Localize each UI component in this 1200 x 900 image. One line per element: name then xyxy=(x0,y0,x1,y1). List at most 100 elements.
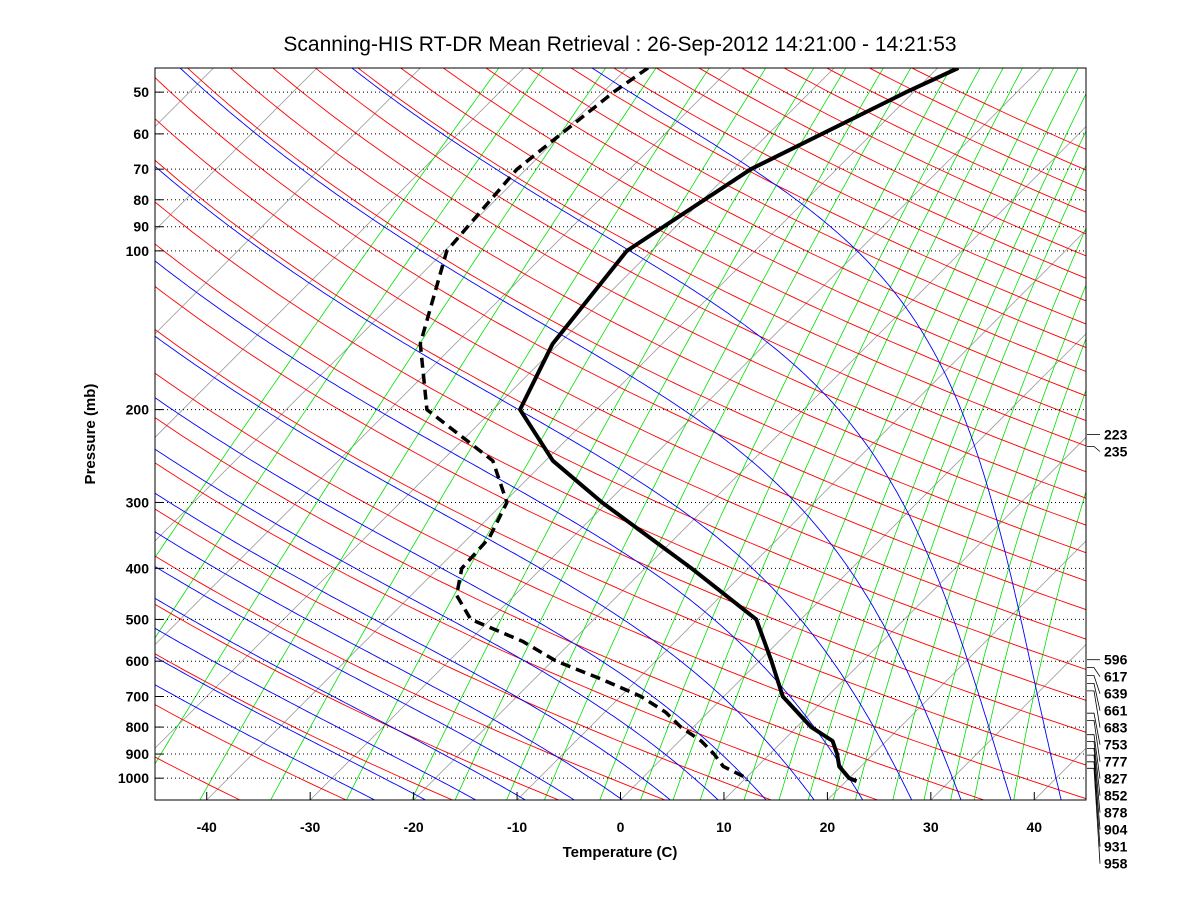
dry-adiabat-line xyxy=(612,68,1086,302)
x-tick-label: 40 xyxy=(1026,819,1042,835)
level-label: 753 xyxy=(1104,737,1128,753)
x-tick-label: 30 xyxy=(923,819,939,835)
background-lines xyxy=(155,68,1086,800)
dry-adiabat-line xyxy=(868,68,1086,171)
level-label: 617 xyxy=(1104,669,1128,685)
mixing-ratio-line xyxy=(778,68,1079,800)
y-tick-label: 80 xyxy=(133,192,149,208)
x-tick-label: 0 xyxy=(617,819,625,835)
level-label: 661 xyxy=(1104,703,1128,719)
dry-adiabat-line xyxy=(825,68,1086,192)
mixing-ratio-line xyxy=(1013,489,1086,800)
isotherm-line xyxy=(413,126,1086,800)
dry-adiabat-line xyxy=(399,68,1086,422)
level-leader-line xyxy=(1087,767,1101,864)
level-label: 223 xyxy=(1104,427,1128,443)
level-leader-line xyxy=(1087,741,1101,796)
mixing-ratio-line xyxy=(155,68,544,639)
dry-adiabat-line xyxy=(485,68,1086,372)
mixing-ratio-line xyxy=(973,388,1086,800)
mixing-ratio-line xyxy=(199,68,657,800)
dry-adiabat-line xyxy=(155,243,1086,701)
isotherm-line xyxy=(155,68,628,542)
dry-adiabat-line xyxy=(357,68,1086,447)
isotherm-line xyxy=(309,68,1042,800)
mixing-ratio-line xyxy=(640,68,981,800)
level-leader-line xyxy=(1087,720,1101,762)
dry-adiabat-line xyxy=(314,68,1086,473)
dry-adiabat-line xyxy=(155,462,878,800)
mixing-ratio-line xyxy=(155,68,500,559)
isotherm-line xyxy=(155,68,318,231)
dry-adiabat-line xyxy=(155,372,1086,800)
mixing-ratio-line xyxy=(743,68,1055,800)
dry-adiabat-line xyxy=(442,68,1086,397)
y-tick-label: 700 xyxy=(126,688,150,704)
y-tick-label: 800 xyxy=(126,719,150,735)
mixing-ratio-line xyxy=(599,68,952,800)
moist-adiabat-line xyxy=(155,260,864,800)
isotherm-line xyxy=(723,436,1086,800)
x-tick-label: 10 xyxy=(716,819,732,835)
moist-adiabat-line xyxy=(591,68,1062,800)
moist-adiabat-line xyxy=(155,448,719,800)
y-tick-label: 70 xyxy=(133,161,149,177)
level-label: 235 xyxy=(1104,444,1128,460)
x-tick-label: -10 xyxy=(507,819,527,835)
moist-adiabat-line xyxy=(155,335,815,800)
dewpoint-profile-line xyxy=(418,68,749,782)
dry-adiabat-line xyxy=(910,68,1086,150)
moist-adiabat-line xyxy=(155,492,672,800)
level-label: 827 xyxy=(1104,771,1128,787)
isotherm-line xyxy=(206,68,939,800)
isotherm-line xyxy=(155,68,421,335)
mixing-ratio-line xyxy=(950,337,1086,800)
level-leader-line xyxy=(1087,761,1101,847)
mixing-ratio-line xyxy=(699,68,1023,800)
isotherm-line xyxy=(155,68,835,749)
level-leader-line xyxy=(1087,667,1101,677)
dry-adiabat-line xyxy=(155,508,772,800)
moist-adiabat-line xyxy=(155,656,427,800)
level-label: 777 xyxy=(1104,754,1128,770)
dry-adiabat-line xyxy=(155,417,985,800)
level-labels: 2232355966176396616837537778278528789049… xyxy=(1087,427,1128,872)
isotherm-line xyxy=(155,68,732,646)
level-leader-line xyxy=(1087,748,1101,813)
mixing-ratio-line xyxy=(672,68,1004,800)
level-leader-line xyxy=(1087,690,1101,728)
moist-adiabat-line xyxy=(155,531,624,800)
dry-adiabat-line xyxy=(698,68,1086,257)
dry-adiabat-line xyxy=(155,285,1086,733)
isotherm-line xyxy=(930,644,1086,800)
level-label: 904 xyxy=(1104,822,1128,838)
y-tick-label: 300 xyxy=(126,494,150,510)
y-tick-label: 60 xyxy=(133,126,149,142)
moist-adiabat-line xyxy=(155,565,576,800)
x-tick-label: -30 xyxy=(300,819,320,835)
mixing-ratio-line xyxy=(832,130,1086,800)
dry-adiabat-line xyxy=(655,68,1086,279)
level-leader-line xyxy=(1087,675,1101,694)
y-tick-label: 500 xyxy=(126,611,150,627)
dry-adiabat-line xyxy=(155,328,1086,766)
level-label: 596 xyxy=(1104,652,1128,668)
dry-adiabat-line xyxy=(155,159,1086,640)
isotherm-line xyxy=(620,333,1086,800)
moist-adiabat-line xyxy=(155,165,913,800)
level-leader-line xyxy=(1087,683,1101,711)
level-label: 639 xyxy=(1104,686,1128,702)
dry-adiabat-line xyxy=(186,68,1086,554)
dry-adiabat-line xyxy=(155,653,453,800)
x-tick-label: 20 xyxy=(820,819,836,835)
y-axis: 50 60 70 80 90 100 200 300 400 500 600 700 800 900 100… xyxy=(118,84,163,786)
dry-adiabat-line xyxy=(783,68,1086,213)
mixing-ratio-line xyxy=(892,226,1086,800)
x-axis-label: Temperature (C) xyxy=(563,844,678,861)
level-label: 852 xyxy=(1104,788,1128,804)
y-tick-label: 1000 xyxy=(118,770,149,786)
level-label: 878 xyxy=(1104,805,1128,821)
dry-adiabat-line xyxy=(229,68,1086,526)
